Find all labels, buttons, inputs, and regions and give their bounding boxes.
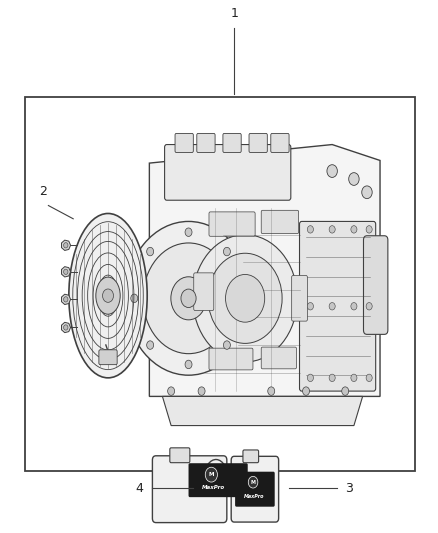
Circle shape (223, 247, 230, 256)
Polygon shape (162, 397, 363, 425)
FancyBboxPatch shape (194, 273, 214, 311)
Text: 4: 4 (135, 482, 143, 495)
Circle shape (327, 165, 337, 177)
Circle shape (64, 269, 68, 274)
Circle shape (181, 289, 196, 308)
Circle shape (307, 303, 314, 310)
FancyBboxPatch shape (209, 212, 255, 236)
Polygon shape (61, 240, 71, 251)
Text: 2: 2 (39, 184, 47, 198)
Circle shape (205, 467, 217, 482)
Circle shape (366, 374, 372, 382)
Text: M: M (251, 480, 255, 484)
Polygon shape (61, 266, 71, 277)
Bar (25, 97, 415, 471)
Ellipse shape (96, 277, 120, 314)
FancyBboxPatch shape (243, 450, 258, 463)
Circle shape (351, 225, 357, 233)
Circle shape (131, 294, 138, 303)
FancyBboxPatch shape (261, 347, 297, 369)
Circle shape (351, 374, 357, 382)
Circle shape (366, 303, 372, 310)
Polygon shape (61, 322, 71, 333)
Circle shape (362, 186, 372, 199)
Circle shape (351, 303, 357, 310)
Text: 1: 1 (230, 7, 238, 20)
Circle shape (147, 341, 154, 349)
Ellipse shape (69, 214, 147, 378)
Circle shape (64, 297, 68, 302)
Circle shape (143, 243, 234, 354)
Circle shape (329, 225, 335, 233)
Text: 3: 3 (345, 482, 353, 495)
FancyBboxPatch shape (292, 276, 307, 321)
Circle shape (226, 274, 265, 322)
Circle shape (303, 387, 310, 395)
FancyBboxPatch shape (152, 456, 227, 522)
Circle shape (307, 225, 314, 233)
FancyBboxPatch shape (271, 133, 289, 152)
FancyBboxPatch shape (188, 463, 248, 497)
Circle shape (147, 247, 154, 256)
FancyBboxPatch shape (364, 236, 388, 334)
Circle shape (329, 303, 335, 310)
Circle shape (64, 243, 68, 248)
Text: MaxPro: MaxPro (244, 494, 264, 499)
FancyBboxPatch shape (209, 348, 253, 370)
Circle shape (366, 225, 372, 233)
FancyBboxPatch shape (197, 133, 215, 152)
Circle shape (307, 374, 314, 382)
Circle shape (171, 277, 206, 320)
FancyBboxPatch shape (223, 133, 241, 152)
Circle shape (185, 228, 192, 237)
Polygon shape (61, 294, 71, 304)
Circle shape (168, 387, 175, 395)
Circle shape (239, 294, 246, 303)
Polygon shape (149, 144, 380, 397)
Circle shape (198, 387, 205, 395)
Circle shape (208, 253, 282, 343)
FancyBboxPatch shape (175, 133, 193, 152)
Circle shape (64, 325, 68, 330)
Text: M: M (208, 472, 214, 477)
FancyBboxPatch shape (231, 456, 279, 522)
Circle shape (342, 387, 349, 395)
FancyBboxPatch shape (170, 448, 190, 463)
Circle shape (268, 387, 275, 395)
FancyBboxPatch shape (235, 472, 275, 507)
FancyBboxPatch shape (261, 211, 299, 233)
Circle shape (223, 341, 230, 349)
FancyBboxPatch shape (300, 221, 376, 391)
FancyBboxPatch shape (99, 350, 117, 365)
FancyBboxPatch shape (249, 133, 267, 152)
Circle shape (248, 477, 258, 488)
FancyBboxPatch shape (165, 144, 291, 200)
Circle shape (193, 235, 297, 362)
Circle shape (125, 221, 252, 375)
Circle shape (102, 289, 113, 302)
Circle shape (329, 374, 335, 382)
Circle shape (349, 173, 359, 185)
Circle shape (185, 360, 192, 369)
Text: MaxPro: MaxPro (202, 486, 225, 490)
